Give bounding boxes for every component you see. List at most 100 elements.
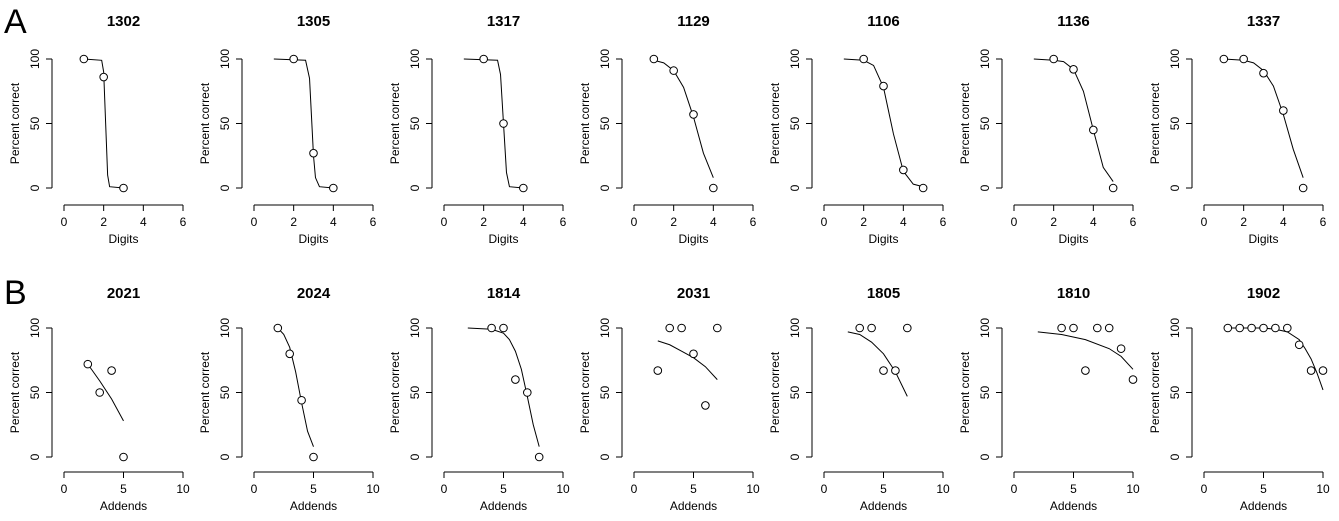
x-tick-label: 6 [940,215,947,229]
data-point [855,323,865,333]
y-tick-label: 100 [28,318,42,338]
data-point [119,183,128,193]
x-tick-label: 4 [900,215,907,229]
x-tick-label: 5 [310,482,317,496]
x-axis-label: Addends [100,499,147,513]
x-axis-label: Addends [670,499,717,513]
y-tick-label: 0 [788,184,802,191]
y-tick-label: 50 [788,117,802,131]
chart-title: 1805 [867,285,900,302]
data-point [297,395,306,405]
x-tick-label: 0 [251,215,258,229]
fit-curve [463,58,524,189]
data-point [95,388,104,397]
x-tick-label: 0 [821,215,828,229]
y-tick-label: 100 [218,49,232,69]
fit-curve [83,58,124,189]
x-tick-label: 4 [140,215,147,229]
y-tick-label: 100 [1168,318,1182,338]
x-tick-label: 10 [366,482,380,496]
data-point [1089,125,1098,135]
x-tick-label: 5 [500,482,507,496]
panel-label: B [4,274,27,312]
y-tick-label: 100 [978,49,992,69]
x-axis-label: Digits [108,232,138,246]
y-tick-label: 100 [598,49,612,69]
x-axis-label: Addends [1050,499,1097,513]
data-point [1318,366,1328,375]
panel-label: A [4,3,27,41]
data-point [1223,323,1233,333]
data-point [689,349,698,359]
chart-title: 1810 [1057,285,1090,302]
x-tick-label: 2 [480,215,487,229]
chart-title: 1136 [1057,13,1090,30]
y-tick-label: 0 [28,453,42,460]
x-tick-label: 4 [520,215,527,229]
data-point [511,375,520,384]
x-tick-label: 0 [61,215,68,229]
x-axis-label: Digits [1248,232,1278,246]
y-tick-label: 50 [408,386,422,400]
y-tick-label: 100 [408,318,422,338]
y-tick-label: 50 [598,117,612,131]
y-tick-label: 50 [218,386,232,400]
x-tick-label: 4 [1280,215,1287,229]
x-axis-label: Addends [860,499,907,513]
data-point [1259,323,1268,333]
x-axis-label: Digits [868,232,898,246]
data-point [1057,323,1066,333]
data-point [1283,323,1292,333]
data-point [1081,366,1090,375]
data-point [523,388,532,397]
x-tick-label: 5 [1070,482,1077,496]
x-tick-label: 0 [61,482,68,496]
y-tick-label: 50 [28,117,42,131]
data-point [713,323,722,333]
data-point [1259,68,1268,78]
x-tick-label: 0 [441,215,448,229]
data-point [1108,183,1118,193]
data-point [891,366,900,375]
data-point [1279,106,1288,115]
y-axis-label: Percent correct [198,82,212,164]
x-tick-label: 5 [120,482,127,496]
y-tick-label: 0 [978,453,992,460]
x-tick-label: 10 [746,482,760,496]
y-axis-label: Percent correct [198,351,212,433]
fit-curve [87,363,124,422]
data-point [677,323,686,333]
data-point [1128,375,1138,384]
y-axis-label: Percent correct [768,82,782,164]
x-tick-label: 0 [251,482,258,496]
y-tick-label: 100 [598,318,612,338]
y-tick-label: 0 [408,453,422,460]
data-point [665,323,675,333]
y-axis-label: Percent correct [1148,351,1162,433]
y-axis-label: Percent correct [8,351,22,433]
x-tick-label: 0 [821,482,828,496]
y-tick-label: 0 [408,184,422,191]
y-axis-label: Percent correct [388,82,402,164]
x-tick-label: 0 [1201,215,1208,229]
x-tick-label: 10 [176,482,190,496]
x-tick-label: 6 [1130,215,1137,229]
x-tick-label: 0 [1201,482,1208,496]
chart-title: 2021 [107,285,140,302]
chart-title: 1302 [107,13,140,30]
data-point [1235,323,1244,333]
data-point [479,54,488,64]
x-tick-label: 6 [750,215,757,229]
chart-title: 1317 [487,13,520,30]
x-tick-label: 2 [100,215,107,229]
y-tick-label: 100 [978,318,992,338]
fit-curve [657,340,718,380]
data-point [79,54,89,64]
chart-title: 1814 [487,285,521,302]
data-point [83,359,93,369]
data-point [859,54,868,64]
y-axis-label: Percent correct [958,351,972,433]
data-point [273,323,283,333]
